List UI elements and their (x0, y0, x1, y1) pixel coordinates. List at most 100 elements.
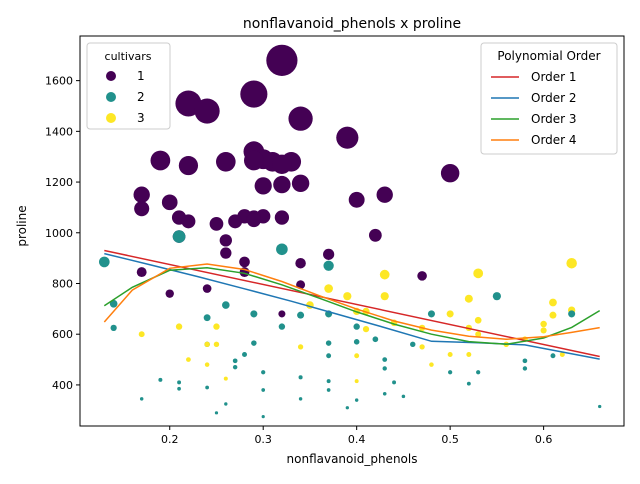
scatter-point-cultivar-1 (181, 214, 196, 229)
scatter-point-cultivar-2 (172, 230, 186, 243)
scatter-point-cultivar-3 (186, 357, 191, 362)
scatter-point-cultivar-2 (466, 381, 471, 386)
scatter-point-cultivar-2 (278, 323, 286, 330)
scatter-point-cultivar-2 (214, 411, 219, 415)
x-tick-label: 0.3 (254, 433, 272, 446)
scatter-point-cultivar-1 (272, 154, 292, 174)
scatter-point-cultivar-2 (476, 370, 481, 375)
scatter-point-cultivar-2 (522, 358, 528, 364)
legend-marker-cultivar-3 (106, 113, 116, 123)
scatter-point-cultivar-2 (326, 379, 331, 384)
y-tick-label: 1400 (45, 125, 73, 138)
scatter-point-cultivar-2 (345, 406, 349, 410)
scatter-point-cultivar-3 (540, 320, 547, 328)
scatter-point-cultivar-2 (410, 341, 416, 348)
y-axis: 400 600 800 1000 1200 1400 1600 (45, 75, 80, 392)
scatter-point-cultivar-1 (243, 150, 264, 171)
legend-cultivars-title: cultivars (105, 50, 152, 63)
scatter-point-cultivar-2 (297, 311, 305, 319)
scatter-point-cultivar-2 (110, 324, 117, 332)
scatter-point-cultivar-3 (540, 327, 547, 334)
scatter-point-cultivar-2 (522, 366, 528, 371)
scatter-point-cultivar-2 (250, 310, 258, 318)
x-tick-label: 0.6 (535, 433, 553, 446)
scatter-point-cultivar-3 (549, 311, 557, 319)
scatter-point-cultivar-2 (261, 388, 266, 392)
scatter-point-cultivar-1 (323, 248, 335, 260)
scatter-point-cultivar-2 (353, 323, 360, 330)
scatter-point-cultivar-2 (139, 397, 144, 401)
scatter-point-cultivar-2 (382, 366, 387, 371)
legend-label-cultivar-1: 1 (137, 69, 145, 83)
x-tick-label: 0.2 (161, 433, 179, 446)
scatter-point-cultivar-3 (223, 376, 228, 381)
scatter-point-cultivar-1 (194, 98, 220, 124)
legend-marker-cultivar-2 (106, 92, 116, 102)
scatter-point-cultivar-3 (297, 344, 304, 350)
y-tick-label: 600 (52, 328, 73, 341)
scatter-point-cultivar-3 (138, 331, 145, 338)
scatter-point-cultivar-2 (232, 358, 238, 364)
y-tick-label: 1200 (45, 176, 73, 189)
scatter-point-cultivar-1 (239, 256, 250, 268)
legend-fits-title: Polynomial Order (497, 49, 600, 63)
scatter-point-cultivar-3 (175, 323, 183, 330)
fit-line-order-4 (103, 263, 600, 341)
x-tick-label: 0.4 (348, 433, 366, 446)
scatter-point-cultivar-2 (205, 385, 209, 390)
scatter-point-cultivar-3 (447, 352, 453, 357)
legend-marker-cultivar-1 (106, 71, 116, 81)
scatter-point-cultivar-2 (298, 397, 303, 401)
x-axis: 0.2 0.3 0.4 0.5 0.6 (161, 426, 552, 446)
legend-cultivars-box (86, 42, 171, 130)
legend-polynomial-order: Polynomial Order Order 1 Order 2 Order 3 Ord… (480, 42, 618, 155)
scatter-point-cultivar-1 (273, 175, 291, 194)
scatter-point-cultivar-1 (295, 257, 306, 269)
scatter-point-cultivar-1 (202, 284, 212, 293)
scatter-point-cultivar-2 (353, 339, 360, 345)
scatter-point-cultivar-3 (343, 292, 352, 301)
scatter-point-cultivar-3 (464, 294, 473, 303)
scatter-point-cultivar-2 (232, 364, 238, 370)
scatter-point-cultivar-2 (276, 243, 288, 256)
x-tick-label: 0.5 (441, 433, 459, 446)
scatter-point-cultivar-3 (549, 298, 557, 307)
x-axis-label: nonflavanoid_phenols (287, 452, 418, 466)
scatter-point-cultivar-3 (213, 341, 220, 348)
scatter-point-cultivar-1 (150, 150, 171, 171)
scatter-point-cultivar-3 (354, 353, 360, 359)
plot-area (79, 35, 625, 427)
scatter-point-cultivar-2 (177, 386, 181, 391)
legend-label-order-1: Order 1 (531, 70, 577, 84)
scatter-point-cultivar-2 (401, 394, 406, 399)
plot-frame (79, 35, 625, 427)
scatter-point-cultivar-2 (109, 299, 118, 308)
scatter-point-cultivar-1 (219, 234, 232, 247)
scatter-point-cultivar-1 (220, 247, 232, 259)
scatter-point-cultivar-2 (427, 310, 435, 318)
scatter-point-cultivar-1 (417, 271, 427, 281)
scatter-point-cultivar-1 (178, 155, 199, 176)
scatter-point-cultivar-1 (161, 194, 178, 211)
scatter-point-cultivar-2 (222, 301, 230, 309)
scatter-point-cultivar-2 (251, 340, 257, 346)
legend-label-cultivar-2: 2 (137, 90, 145, 104)
scatter-point-cultivar-2 (392, 380, 397, 385)
legend-cultivars: cultivars 1 2 3 (86, 42, 171, 130)
scatter-point-cultivar-3 (559, 352, 565, 357)
y-tick-label: 1600 (45, 75, 73, 88)
scatter-point-cultivar-2 (203, 314, 211, 322)
scatter-point-cultivar-1 (240, 80, 268, 108)
scatter-point-cultivar-1 (209, 217, 224, 231)
scatter-point-cultivar-1 (133, 186, 150, 203)
scatter-point-cultivar-2 (298, 375, 303, 380)
scatter-point-cultivar-2 (224, 402, 228, 406)
scatter-point-cultivar-2 (326, 353, 332, 359)
scatter-point-cultivar-1 (291, 174, 310, 193)
scatter-point-cultivar-1 (440, 163, 460, 183)
scatter-point-cultivar-1 (246, 213, 261, 228)
scatter-point-cultivar-2 (325, 340, 332, 346)
scatter-point-cultivar-3 (380, 292, 389, 301)
scatter-point-cultivar-1 (266, 44, 298, 76)
scatter-point-cultivar-2 (177, 380, 182, 385)
